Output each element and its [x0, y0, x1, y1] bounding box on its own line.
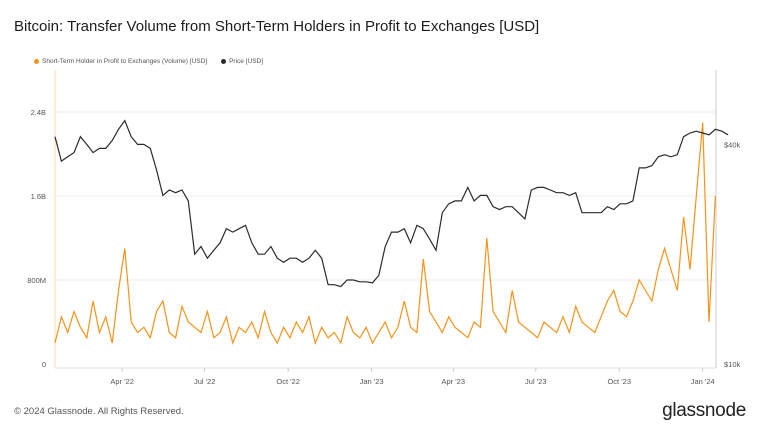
legend-price-dot-icon	[221, 59, 227, 64]
y-left-tick-label: 2.4B	[31, 108, 46, 117]
chart-title: Bitcoin: Transfer Volume from Short-Term…	[14, 18, 540, 35]
x-tick-label: Jan '23	[360, 377, 384, 386]
y-left-tick-label: 0	[42, 360, 46, 369]
y-right-tick-label: $10k	[724, 360, 741, 369]
x-tick-label: Apr '22	[110, 377, 134, 386]
price-series-line	[54, 119, 729, 288]
volume-series-line	[54, 122, 716, 345]
legend-price-label: Price [USD]	[229, 58, 264, 65]
legend-volume-label: Short-Term Holder in Profit to Exchanges…	[42, 58, 208, 65]
y-left-tick-label: 800M	[27, 276, 46, 285]
legend-volume-dot-icon	[34, 59, 39, 64]
glassnode-logo: glassnode	[662, 400, 746, 421]
x-tick-label: Oct '23	[607, 377, 631, 386]
chart-legend: Short-Term Holder in Profit to Exchanges…	[34, 58, 263, 65]
legend-item-volume[interactable]: Short-Term Holder in Profit to Exchanges…	[34, 58, 207, 65]
y-left-tick-label: 1.6B	[31, 192, 46, 201]
x-tick-label: Jan '24	[691, 377, 715, 386]
x-tick-label: Jul '22	[194, 377, 215, 386]
y-right-tick-label: $40k	[724, 140, 741, 149]
copyright-footer: © 2024 Glassnode. All Rights Reserved.	[14, 406, 184, 417]
x-tick-label: Apr '23	[441, 377, 465, 386]
x-tick-label: Jul '23	[525, 377, 546, 386]
legend-item-price[interactable]: Price [USD]	[221, 58, 263, 65]
x-tick-label: Oct '22	[276, 377, 300, 386]
